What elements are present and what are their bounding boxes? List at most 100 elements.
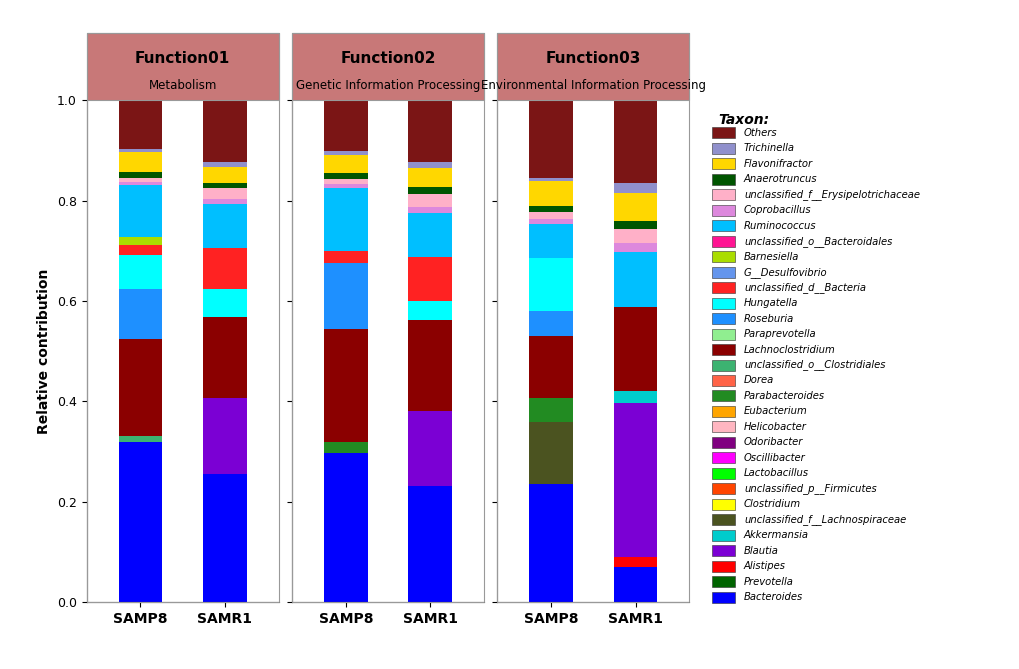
Bar	[711, 437, 734, 448]
Bar	[529, 206, 573, 212]
Bar	[118, 172, 162, 177]
Bar	[118, 100, 162, 149]
Bar	[711, 328, 734, 340]
Text: Alistipes: Alistipes	[743, 561, 786, 571]
Bar	[711, 561, 734, 571]
Bar	[711, 220, 734, 231]
Text: Akkermansia: Akkermansia	[743, 531, 808, 540]
Text: Anaerotruncus: Anaerotruncus	[743, 175, 817, 185]
Bar	[711, 143, 734, 154]
Bar	[711, 452, 734, 464]
Bar	[613, 403, 657, 557]
Text: unclassified_p__Firmicutes: unclassified_p__Firmicutes	[743, 483, 876, 494]
Bar	[529, 181, 573, 206]
Bar	[118, 436, 162, 442]
Bar	[613, 391, 657, 403]
Bar	[529, 484, 573, 602]
Text: unclassified_o__Bacteroidales: unclassified_o__Bacteroidales	[743, 235, 892, 247]
Bar	[118, 289, 162, 339]
Bar	[711, 251, 734, 262]
Bar	[529, 219, 573, 223]
Text: Genetic Information Processing: Genetic Information Processing	[296, 79, 480, 92]
Text: unclassified_d__Bacteria: unclassified_d__Bacteria	[743, 282, 865, 293]
Text: G__Desulfovibrio: G__Desulfovibrio	[743, 267, 826, 278]
Text: Bacteroides: Bacteroides	[743, 592, 803, 602]
Bar	[324, 453, 367, 602]
Bar	[203, 162, 247, 167]
Bar	[613, 567, 657, 602]
Bar	[711, 498, 734, 510]
Bar	[711, 483, 734, 494]
Bar	[711, 576, 734, 587]
Bar	[324, 151, 367, 155]
Bar	[408, 411, 451, 486]
Bar	[324, 188, 367, 251]
Bar	[118, 442, 162, 602]
Bar	[203, 199, 247, 204]
Bar	[529, 311, 573, 336]
Bar	[408, 195, 451, 207]
Text: unclassified_o__Clostridiales: unclassified_o__Clostridiales	[743, 359, 884, 371]
Bar	[711, 591, 734, 603]
Bar	[711, 127, 734, 138]
Text: Prevotella: Prevotella	[743, 577, 793, 587]
Bar	[324, 263, 367, 328]
Text: Flavonifractor: Flavonifractor	[743, 159, 812, 169]
Bar	[408, 162, 451, 168]
Text: Function01: Function01	[135, 51, 230, 66]
Bar	[408, 213, 451, 257]
Text: Coprobacillus: Coprobacillus	[743, 205, 811, 215]
Bar	[203, 204, 247, 248]
Bar	[711, 189, 734, 201]
Bar	[711, 391, 734, 401]
Text: Hungatella: Hungatella	[743, 298, 798, 308]
Bar	[529, 258, 573, 311]
Bar	[203, 398, 247, 474]
Text: Oscillibacter: Oscillibacter	[743, 453, 805, 463]
Text: Dorea: Dorea	[743, 375, 773, 385]
Bar	[408, 320, 451, 411]
Bar	[408, 301, 451, 320]
Bar	[118, 149, 162, 153]
Bar	[203, 316, 247, 398]
Bar	[613, 252, 657, 307]
Bar	[711, 421, 734, 432]
Bar	[613, 557, 657, 567]
Bar	[613, 307, 657, 391]
Bar	[118, 153, 162, 172]
Bar	[711, 235, 734, 247]
Bar	[613, 193, 657, 221]
Text: Odoribacter: Odoribacter	[743, 438, 803, 448]
Bar	[613, 100, 657, 183]
Bar	[711, 514, 734, 525]
Text: Others: Others	[743, 128, 776, 138]
FancyBboxPatch shape	[291, 33, 484, 100]
Bar	[203, 288, 247, 316]
Text: Taxon:: Taxon:	[717, 113, 768, 127]
Text: unclassified_f__Erysipelotrichaceae: unclassified_f__Erysipelotrichaceae	[743, 189, 919, 200]
Bar	[408, 100, 451, 162]
Bar	[711, 344, 734, 355]
Y-axis label: Relative contribution: Relative contribution	[38, 268, 51, 434]
Bar	[529, 421, 573, 484]
Bar	[711, 267, 734, 278]
Bar	[529, 336, 573, 398]
Bar	[711, 159, 734, 169]
Text: Lactobacillus: Lactobacillus	[743, 468, 808, 478]
Bar	[529, 100, 573, 178]
Bar	[711, 545, 734, 556]
Text: Barnesiella: Barnesiella	[743, 252, 799, 262]
Bar	[324, 155, 367, 173]
Bar	[711, 174, 734, 185]
Bar	[324, 179, 367, 184]
Bar	[711, 313, 734, 324]
Text: Paraprevotella: Paraprevotella	[743, 329, 816, 339]
Bar	[408, 257, 451, 301]
Bar	[711, 359, 734, 371]
FancyBboxPatch shape	[87, 33, 278, 100]
Text: Ruminococcus: Ruminococcus	[743, 221, 816, 231]
Bar	[203, 183, 247, 187]
Bar	[613, 221, 657, 229]
Bar	[203, 187, 247, 199]
Bar	[711, 298, 734, 308]
